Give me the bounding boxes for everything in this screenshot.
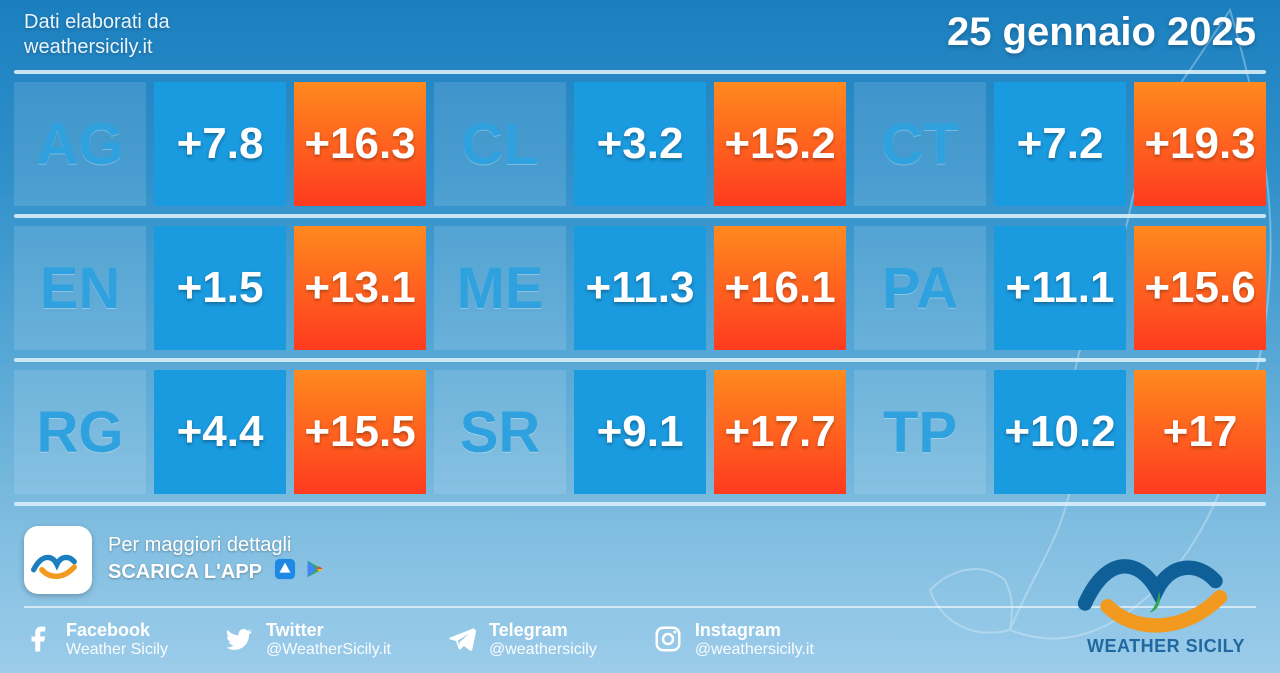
appstore-icon[interactable] bbox=[274, 558, 296, 587]
temp-min: +11.3 bbox=[574, 226, 706, 350]
telegram-icon bbox=[447, 624, 477, 654]
social-name: Twitter bbox=[266, 620, 391, 641]
social-instagram[interactable]: Instagram@weathersicily.it bbox=[653, 620, 814, 659]
grid-rule bbox=[14, 358, 1266, 362]
province-code: CT bbox=[854, 82, 986, 206]
province-code: AG bbox=[14, 82, 146, 206]
brand-caption: WEATHER SICILY bbox=[1076, 636, 1256, 657]
temp-min: +7.2 bbox=[994, 82, 1126, 206]
temperature-grid: AG+7.8+16.3CL+3.2+15.2CT+7.2+19.3EN+1.5+… bbox=[14, 70, 1266, 506]
credit-line-1: Dati elaborati da bbox=[24, 10, 170, 35]
temp-max: +13.1 bbox=[294, 226, 426, 350]
social-name: Telegram bbox=[489, 620, 597, 641]
header: Dati elaborati da weathersicily.it 25 ge… bbox=[0, 0, 1280, 64]
temp-max: +16.3 bbox=[294, 82, 426, 206]
social-name: Facebook bbox=[66, 620, 168, 641]
social-name: Instagram bbox=[695, 620, 814, 641]
province-code: CL bbox=[434, 82, 566, 206]
temp-max: +19.3 bbox=[1134, 82, 1266, 206]
social-handle: @weathersicily bbox=[489, 641, 597, 659]
social-handle: @WeatherSicily.it bbox=[266, 641, 391, 659]
province-code: RG bbox=[14, 370, 146, 494]
temp-max: +15.6 bbox=[1134, 226, 1266, 350]
app-promo: Per maggiori dettagli SCARICA L'APP bbox=[24, 526, 1256, 594]
app-line-1: Per maggiori dettagli bbox=[108, 533, 326, 558]
playstore-icon[interactable] bbox=[304, 558, 326, 587]
grid-rule bbox=[14, 214, 1266, 218]
header-credit: Dati elaborati da weathersicily.it bbox=[24, 10, 170, 60]
temp-min: +7.8 bbox=[154, 82, 286, 206]
grid-row: AG+7.8+16.3CL+3.2+15.2CT+7.2+19.3 bbox=[14, 74, 1266, 214]
ws-badge-icon bbox=[24, 526, 92, 594]
facebook-icon bbox=[24, 624, 54, 654]
province-code: EN bbox=[14, 226, 146, 350]
grid-rule bbox=[14, 70, 1266, 74]
social-handle: Weather Sicily bbox=[66, 641, 168, 659]
instagram-icon bbox=[653, 624, 683, 654]
social-telegram[interactable]: Telegram@weathersicily bbox=[447, 620, 597, 659]
province-code: SR bbox=[434, 370, 566, 494]
brand-logo: WEATHER SICILY bbox=[1076, 526, 1256, 657]
temp-max: +15.5 bbox=[294, 370, 426, 494]
temp-max: +15.2 bbox=[714, 82, 846, 206]
province-code: ME bbox=[434, 226, 566, 350]
temp-min: +10.2 bbox=[994, 370, 1126, 494]
grid-row: RG+4.4+15.5SR+9.1+17.7TP+10.2+17 bbox=[14, 362, 1266, 502]
app-line-2: SCARICA L'APP bbox=[108, 561, 262, 583]
social-handle: @weathersicily.it bbox=[695, 641, 814, 659]
temp-min: +1.5 bbox=[154, 226, 286, 350]
social-twitter[interactable]: Twitter@WeatherSicily.it bbox=[224, 620, 391, 659]
temp-min: +4.4 bbox=[154, 370, 286, 494]
grid-rule bbox=[14, 502, 1266, 506]
province-code: TP bbox=[854, 370, 986, 494]
grid-row: EN+1.5+13.1ME+11.3+16.1PA+11.1+15.6 bbox=[14, 218, 1266, 358]
temp-max: +17.7 bbox=[714, 370, 846, 494]
social-facebook[interactable]: FacebookWeather Sicily bbox=[24, 620, 168, 659]
temp-max: +16.1 bbox=[714, 226, 846, 350]
temp-max: +17 bbox=[1134, 370, 1266, 494]
province-code: PA bbox=[854, 226, 986, 350]
credit-line-2: weathersicily.it bbox=[24, 35, 170, 60]
twitter-icon bbox=[224, 624, 254, 654]
temp-min: +9.1 bbox=[574, 370, 706, 494]
social-row: FacebookWeather Sicily Twitter@WeatherSic… bbox=[24, 606, 1256, 659]
temp-min: +11.1 bbox=[994, 226, 1126, 350]
header-date: 25 gennaio 2025 bbox=[947, 10, 1256, 55]
temp-min: +3.2 bbox=[574, 82, 706, 206]
